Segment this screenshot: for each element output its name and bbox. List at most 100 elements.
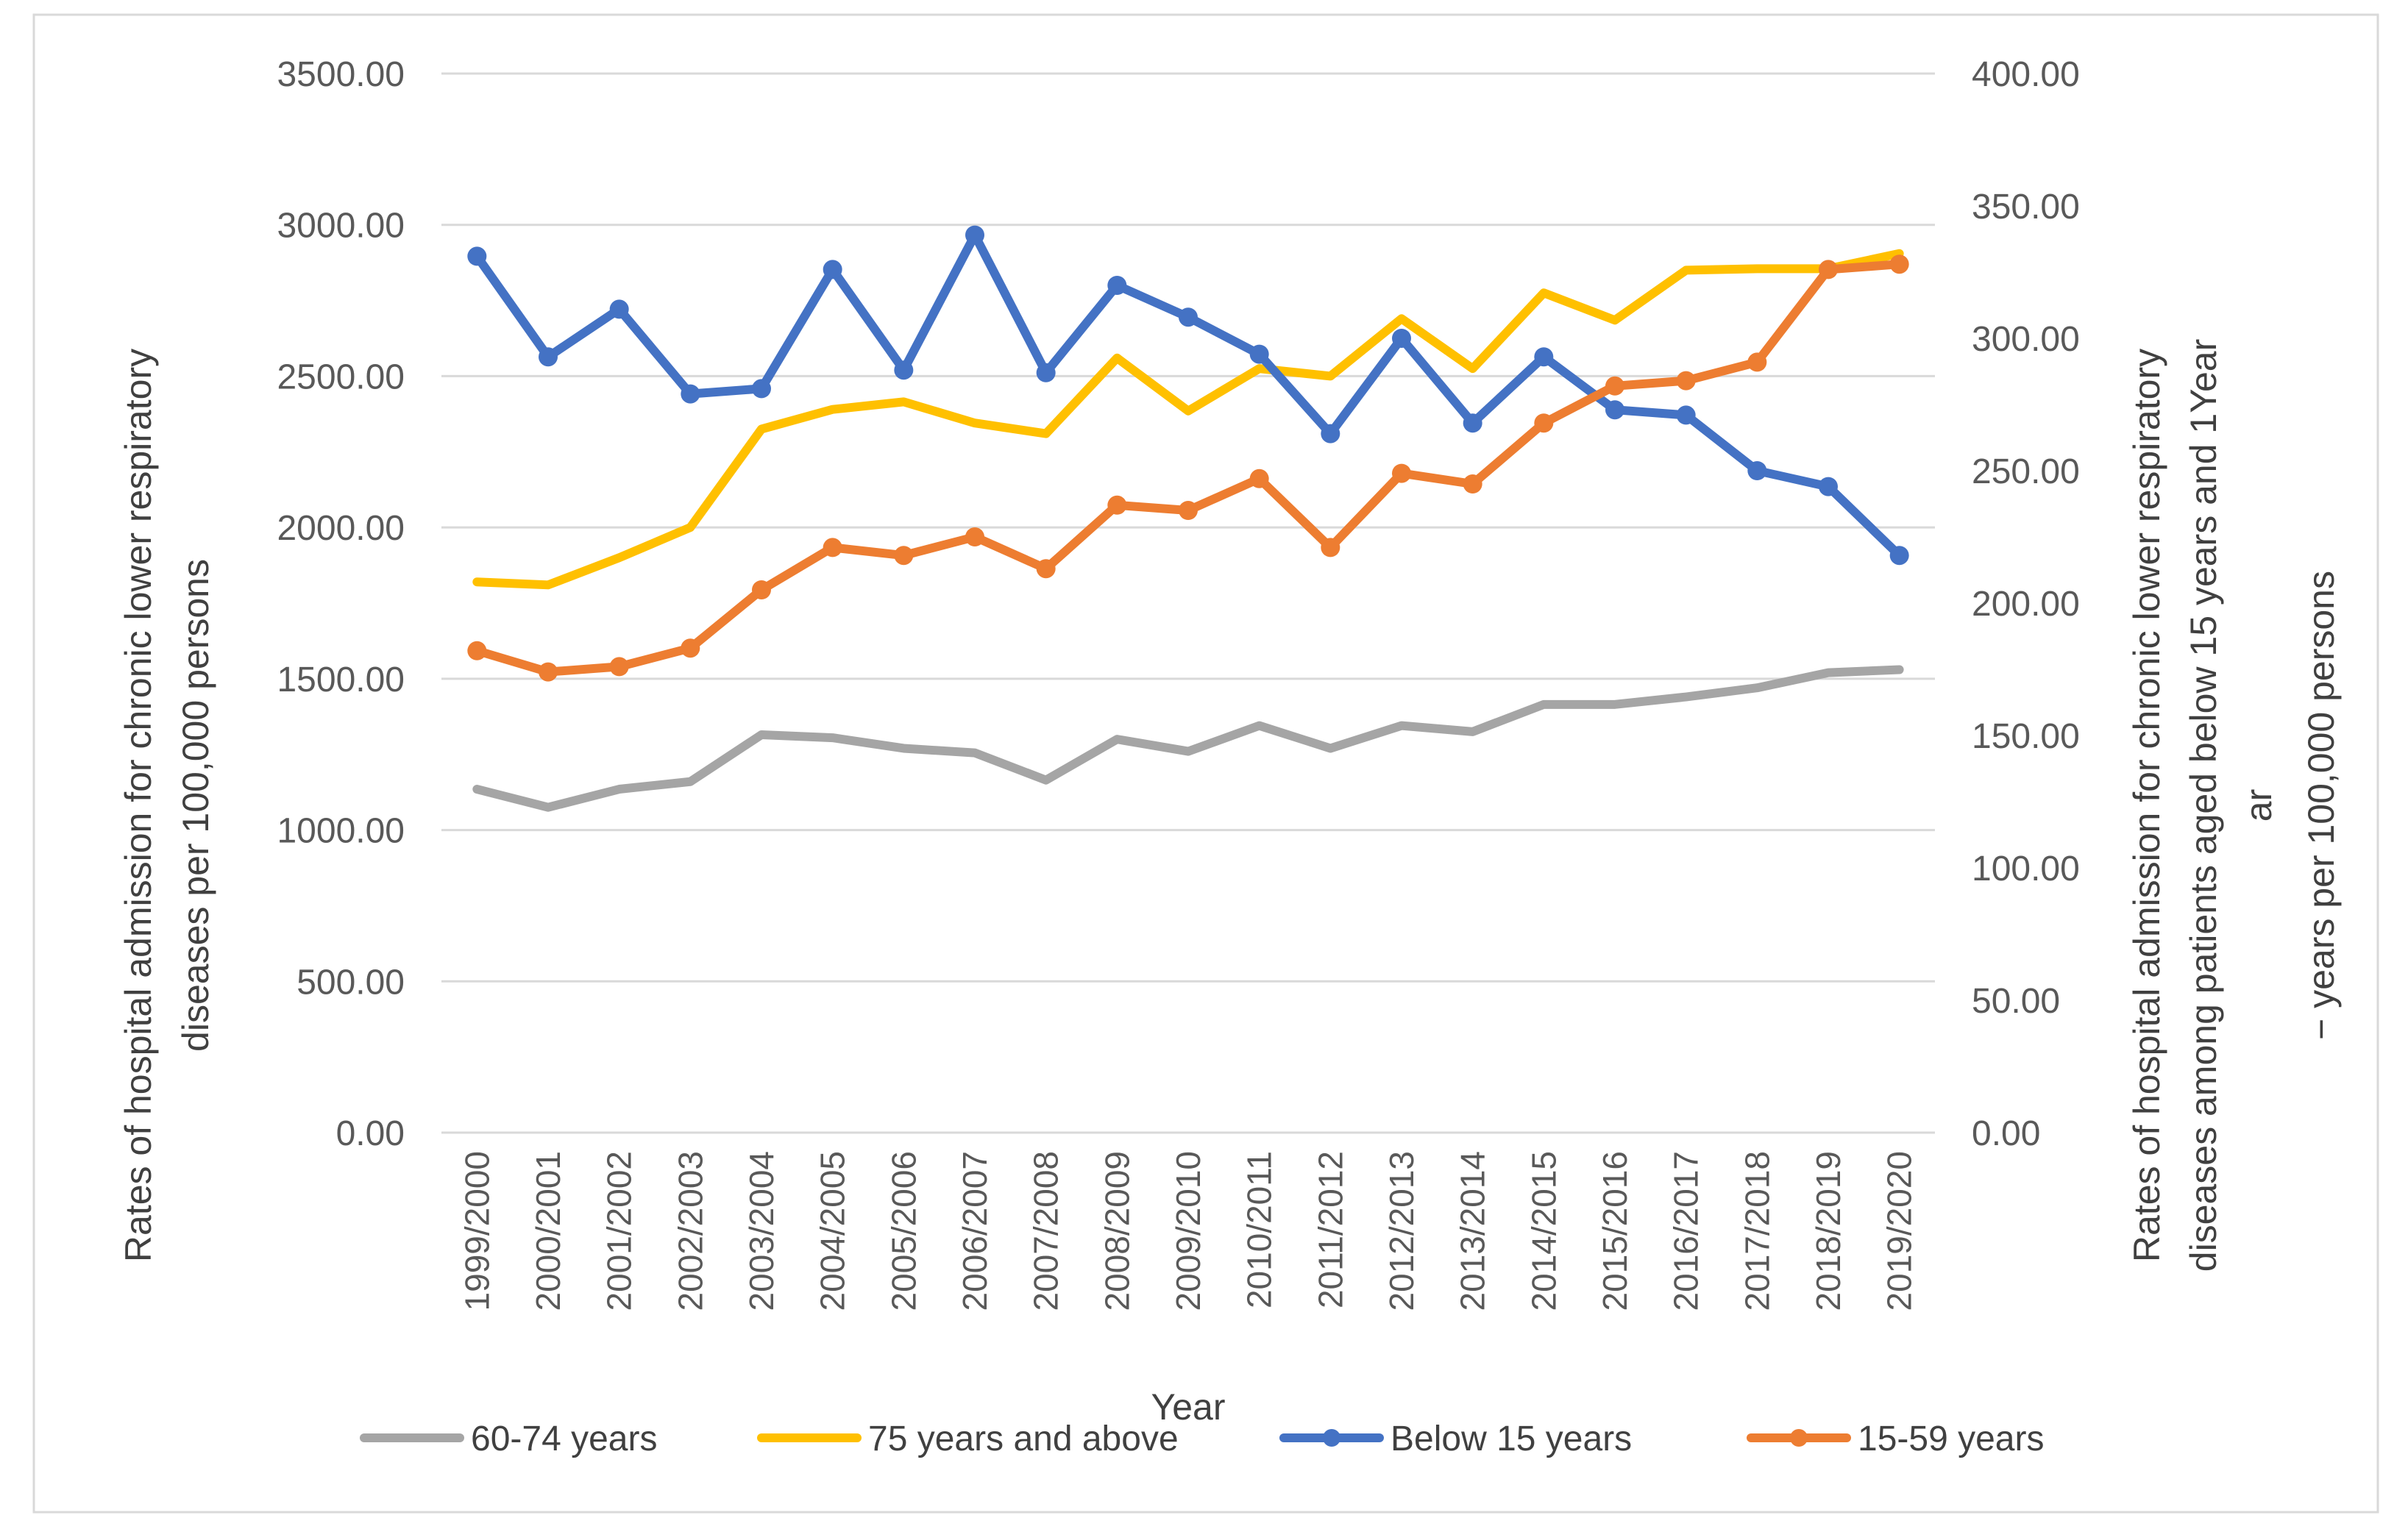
- x-tick-label: 2002/2003: [671, 1151, 709, 1311]
- data-point-15-59-years: [1249, 468, 1269, 488]
- right-tick-label: 100.00: [1972, 849, 2080, 888]
- data-point-15-59-years: [1605, 376, 1624, 396]
- data-point-15-59-years: [1676, 371, 1696, 391]
- data-point-below-15-years: [1179, 307, 1198, 327]
- left-tick-label: 2000.00: [277, 509, 405, 548]
- x-tick-label: 2012/2013: [1382, 1151, 1421, 1311]
- data-point-below-15-years: [681, 384, 700, 404]
- chart-border: [32, 13, 2379, 1514]
- y-axis-label-left-line: Rates of hospital admission for chronic …: [118, 349, 159, 1262]
- data-point-15-59-years: [752, 580, 771, 599]
- y-axis-label-left-line: diseases per 100,000 persons: [175, 559, 216, 1052]
- data-point-below-15-years: [1249, 344, 1269, 364]
- data-point-15-59-years: [1107, 495, 1127, 515]
- right-tick-label: 350.00: [1972, 188, 2080, 227]
- x-tick-label: 2015/2016: [1596, 1151, 1634, 1311]
- data-point-15-59-years: [1179, 501, 1198, 520]
- legend-label-15-59-years: 15-59 years: [1858, 1419, 2044, 1458]
- x-tick-label: 2004/2005: [814, 1151, 852, 1311]
- data-point-below-15-years: [1107, 276, 1127, 295]
- data-point-15-59-years: [965, 527, 984, 546]
- data-point-15-59-years: [1392, 463, 1411, 483]
- data-point-below-15-years: [1747, 461, 1767, 480]
- x-tick-label: 2011/2012: [1311, 1151, 1349, 1308]
- data-point-below-15-years: [609, 299, 629, 319]
- data-point-below-15-years: [894, 360, 914, 380]
- x-tick-label: 1999/2000: [458, 1151, 496, 1311]
- data-point-below-15-years: [1534, 347, 1554, 367]
- left-tick-label: 2500.00: [277, 357, 405, 396]
- right-axis-ticks: 0.00 50.00 100.00 150.00 200.00 250.00 300.00 3…: [1972, 55, 2080, 1153]
- data-point-15-59-years: [539, 662, 558, 682]
- right-tick-label: 200.00: [1972, 585, 2080, 624]
- y-axis-label-right-line: diseases among patients aged below 15 ye…: [2183, 339, 2224, 1272]
- data-point-below-15-years: [965, 225, 984, 245]
- data-point-15-59-years: [681, 638, 700, 658]
- data-point-15-59-years: [609, 657, 629, 677]
- left-tick-label: 3000.00: [277, 207, 405, 246]
- x-tick-label: 2013/2014: [1454, 1151, 1492, 1311]
- data-point-below-15-years: [467, 246, 487, 266]
- series-group: [467, 225, 1909, 812]
- left-tick-label: 500.00: [296, 963, 405, 1002]
- left-axis-ticks: 0.00 500.00 1000.00 1500.00 2000.00 2500.00 30…: [277, 55, 405, 1153]
- data-point-below-15-years: [1392, 329, 1411, 348]
- right-tick-label: 0.00: [1972, 1114, 2040, 1153]
- left-tick-label: 0.00: [336, 1114, 405, 1153]
- data-point-below-15-years: [1321, 424, 1340, 443]
- data-point-below-15-years: [1463, 413, 1482, 433]
- data-point-15-59-years: [1321, 538, 1340, 557]
- data-point-15-59-years: [1819, 260, 1838, 279]
- y-axis-label-right-line: Rates of hospital admission for chronic …: [2126, 349, 2167, 1262]
- data-point-15-59-years: [467, 641, 487, 660]
- x-tick-label: 2005/2006: [884, 1151, 923, 1311]
- data-point-15-59-years: [1747, 352, 1767, 372]
- data-point-below-15-years: [752, 379, 771, 399]
- x-tick-label: 2017/2018: [1738, 1151, 1776, 1311]
- legend: 60-74 years 75 years and above Below 15 ye…: [360, 1419, 2044, 1458]
- data-point-15-59-years: [823, 538, 842, 557]
- x-tick-label: 2006/2007: [956, 1151, 994, 1311]
- data-point-below-15-years: [1605, 400, 1624, 420]
- x-axis-label: Year: [1151, 1386, 1225, 1428]
- x-tick-label: 2016/2017: [1667, 1151, 1705, 1311]
- x-tick-label: 2018/2019: [1809, 1151, 1847, 1311]
- data-point-below-15-years: [539, 347, 558, 367]
- data-point-15-59-years: [1463, 474, 1482, 494]
- x-tick-label: 2010/2011: [1240, 1151, 1279, 1308]
- right-tick-label: 150.00: [1972, 717, 2080, 756]
- data-point-15-59-years: [1534, 413, 1554, 433]
- left-tick-label: 1000.00: [277, 812, 405, 851]
- right-tick-label: 400.00: [1972, 55, 2080, 94]
- right-tick-label: 50.00: [1972, 982, 2060, 1021]
- x-tick-label: 2019/2020: [1880, 1151, 1919, 1311]
- left-tick-label: 3500.00: [277, 55, 405, 94]
- data-point-15-59-years: [1889, 254, 1909, 274]
- legend-label-below-15-years: Below 15 years: [1391, 1419, 1632, 1458]
- data-point-below-15-years: [1889, 546, 1909, 566]
- y-axis-label-right: Rates of hospital admission for chronic …: [2126, 339, 2342, 1272]
- data-point-below-15-years: [1676, 405, 1696, 425]
- left-tick-label: 1500.00: [277, 660, 405, 699]
- x-tick-label: 2007/2008: [1027, 1151, 1065, 1311]
- data-point-below-15-years: [1819, 477, 1838, 496]
- legend-label-75-years-and-above: 75 years and above: [868, 1419, 1179, 1458]
- right-tick-label: 250.00: [1972, 452, 2080, 491]
- data-point-15-59-years: [1036, 559, 1056, 579]
- y-axis-label-left: Rates of hospital admission for chronic …: [118, 349, 216, 1262]
- legend-marker-below-15-years: [1323, 1429, 1340, 1447]
- x-axis-ticks: 1999/2000 2000/2001 2001/2002 2002/2003 2003…: [458, 1151, 1918, 1311]
- data-point-below-15-years: [823, 260, 842, 279]
- legend-marker-15-59-years: [1790, 1429, 1808, 1447]
- x-tick-label: 2014/2015: [1524, 1151, 1563, 1311]
- x-tick-label: 2008/2009: [1098, 1151, 1136, 1311]
- data-point-below-15-years: [1036, 363, 1056, 382]
- legend-label-60-74-years: 60-74 years: [471, 1419, 657, 1458]
- y-axis-label-right-line: ar: [2238, 789, 2279, 822]
- y-axis-label-right-line: − years per 100,000 persons: [2301, 571, 2342, 1040]
- right-tick-label: 300.00: [1972, 320, 2080, 359]
- x-tick-label: 2009/2010: [1169, 1151, 1207, 1311]
- series-line-75-years-and-above: [472, 249, 1904, 590]
